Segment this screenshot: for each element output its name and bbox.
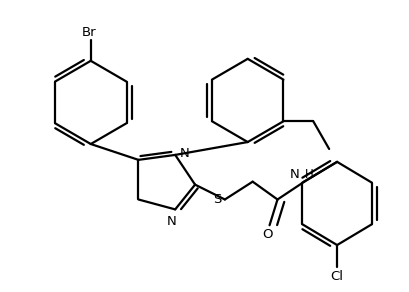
Text: Cl: Cl bbox=[330, 270, 343, 283]
Text: Br: Br bbox=[81, 26, 96, 39]
Text: H: H bbox=[304, 168, 313, 181]
Text: N: N bbox=[180, 147, 189, 160]
Text: O: O bbox=[262, 227, 272, 241]
Text: N: N bbox=[289, 168, 299, 181]
Text: N: N bbox=[166, 215, 176, 228]
Text: S: S bbox=[213, 193, 221, 206]
